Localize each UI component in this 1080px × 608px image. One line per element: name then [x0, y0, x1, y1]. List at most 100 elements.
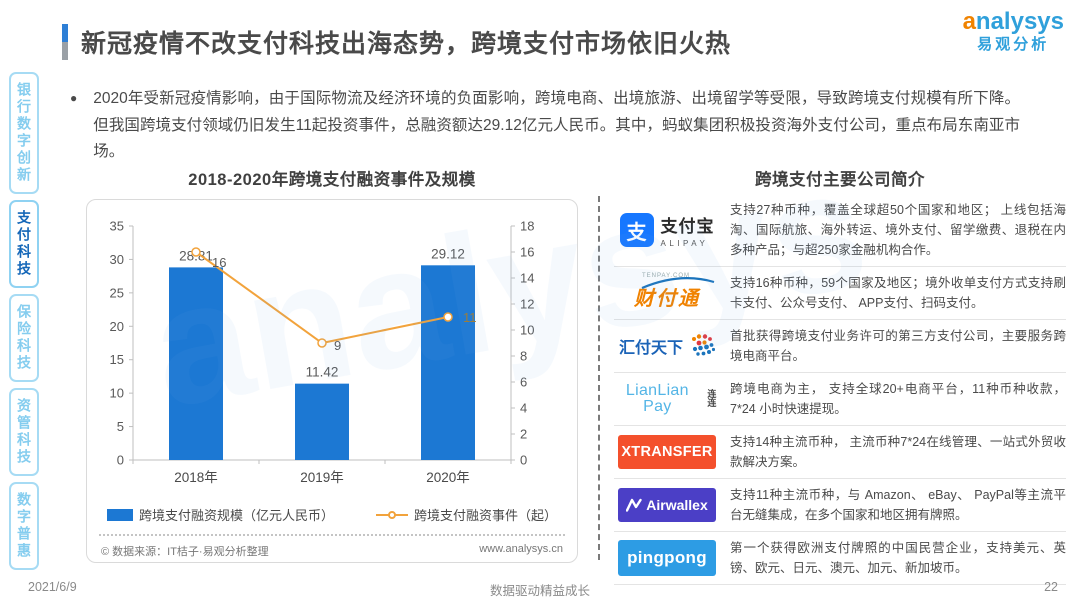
company-row-xtransfer: XTRANSFER 支持14种主流币种， 主流币种7*24在线管理、一站式外贸收…: [614, 426, 1066, 479]
analysys-logo-a: a: [962, 8, 976, 35]
chart-card: 0 5 10 15 20 25 30 35 0 2 4 6 8 10 12 14 16 18 2018年 2019年 2…: [86, 199, 578, 563]
company-row-pingpong: pingpong 第一个获得欧洲支付牌照的中国民营企业，支持美元、英镑、欧元、日…: [614, 532, 1066, 585]
legend-line-swatch: [376, 510, 408, 519]
svg-text:20: 20: [110, 319, 124, 334]
svg-text:2020年: 2020年: [426, 470, 470, 485]
lianlian-logo: LianLian Pay 连连: [614, 383, 720, 415]
alipay-en-text: ALIPAY: [660, 239, 709, 248]
svg-text:11: 11: [463, 310, 477, 325]
legend-bar-swatch: [106, 508, 133, 521]
company-row-alipay: 支 支付宝 ALIPAY 支持27种币种，覆盖全球超50个国家和地区； 上线包括…: [614, 194, 1066, 267]
analysys-logo-en: analysys: [963, 8, 1064, 36]
chart-source-row: © 数据来源：IT桔子·易观分析整理 www.analysys.cn: [87, 536, 577, 559]
footer-date: 2021/6/9: [28, 580, 77, 594]
tenpay-swoosh-icon: [641, 276, 715, 289]
footer-slogan: 数据驱动精益成长: [489, 584, 590, 598]
website-text: www.analysys.cn: [479, 543, 563, 555]
airwallex-mark-icon: [626, 498, 642, 512]
companies-title: 跨境支付主要公司简介: [755, 171, 925, 189]
chart-title: 2018-2020年跨境支付融资事件及规模: [188, 171, 476, 189]
page-title: 新冠疫情不改支付科技出海态势，跨境支付市场依旧火热: [81, 30, 732, 58]
alipay-icon: 支: [619, 213, 654, 247]
huifu-pinwheel-icon: [692, 334, 715, 356]
svg-text:9: 9: [334, 338, 341, 353]
company-desc-xtransfer: 支持14种主流币种， 主流币种7*24在线管理、一站式外贸收款解决方案。: [730, 435, 1066, 469]
chart-section: 2018-2020年跨境支付融资事件及规模 0 5 10 15 20 25 30 35 0 2 4 6…: [86, 166, 578, 563]
svg-text:8: 8: [520, 349, 527, 364]
svg-text:15: 15: [110, 352, 124, 367]
huifu-text: 汇付天下: [618, 340, 683, 357]
legend-item-line: 跨境支付融资事件（起）: [376, 505, 557, 524]
svg-text:18: 18: [520, 219, 534, 234]
tenpay-logo: TENPAY.COM 财付通: [614, 272, 720, 311]
xtransfer-text: XTRANSFER: [618, 435, 716, 469]
title-accent-bar: [62, 24, 68, 60]
footer-page-number: 22: [1044, 580, 1058, 594]
sidebar-item-digital-inclusion[interactable]: 数字普惠: [9, 482, 39, 570]
pingpong-text: pingpong: [618, 540, 716, 576]
company-desc-lianlian: 跨境电商为主， 支持全球20+电商平台，11种币种收款，7*24 小时快速提现。: [730, 382, 1066, 416]
svg-text:10: 10: [110, 386, 124, 401]
legend-bar-label: 跨境支付融资规模（亿元人民币）: [138, 508, 334, 523]
svg-text:16: 16: [212, 255, 226, 270]
company-desc-huifu: 首批获得跨境支付业务许可的第三方支付公司，主要服务跨境电商平台。: [730, 329, 1066, 363]
sidebar-item-payment-tech[interactable]: 支付科技: [9, 200, 39, 288]
analysys-logo-cn: 易观分析: [977, 35, 1050, 53]
company-desc-airwallex: 支持11种主流币种，与 Amazon、 eBay、 PayPal等主流平台无缝集…: [730, 488, 1066, 522]
companies-section: 跨境支付主要公司简介 支 支付宝 ALIPAY 支持27种币种，覆盖全球超50个…: [614, 166, 1066, 585]
sidebar-item-asset-tech[interactable]: 资管科技: [9, 388, 39, 476]
legend-line-dot-icon: [388, 510, 396, 519]
tenpay-text: 财付通: [634, 287, 700, 310]
sidebar-item-insurance-tech[interactable]: 保险科技: [9, 294, 39, 382]
svg-text:10: 10: [520, 323, 534, 338]
sidebar: 银行数字创新 支付科技 保险科技 资管科技 数字普惠: [5, 72, 43, 570]
company-row-huifu: 汇付天下 首批获得跨境支付业务许可的第三方支付公司，主要服务跨境电商平台。: [614, 320, 1066, 373]
alipay-logo: 支 支付宝 ALIPAY: [614, 212, 720, 248]
svg-text:16: 16: [520, 245, 534, 260]
company-row-lianlian: LianLian Pay 连连 跨境电商为主， 支持全球20+电商平台，11种币种…: [614, 373, 1066, 426]
company-desc-alipay: 支持27种币种，覆盖全球超50个国家和地区； 上线包括海淘、国际航旅、海外转运、…: [730, 203, 1066, 257]
svg-text:30: 30: [110, 252, 124, 267]
airwallex-text: Airwallex: [646, 497, 708, 513]
company-row-airwallex: Airwallex 支持11种主流币种，与 Amazon、 eBay、 PayP…: [614, 479, 1066, 532]
svg-text:5: 5: [117, 419, 124, 434]
chart-card-separator: [99, 534, 565, 536]
lianlian-text: LianLian Pay: [625, 382, 689, 415]
svg-text:6: 6: [520, 375, 527, 390]
intro-text: 2020年受新冠疫情影响，由于国际物流及经济环境的负面影响，跨境电商、出境旅游、…: [93, 90, 1020, 161]
svg-text:0: 0: [117, 453, 124, 468]
svg-text:14: 14: [520, 271, 534, 286]
analysys-logo-rest: nalysys: [975, 8, 1064, 35]
header: 新冠疫情不改支付科技出海态势，跨境支付市场依旧火热: [62, 24, 731, 60]
sidebar-item-bank-digital[interactable]: 银行数字创新: [9, 72, 39, 194]
svg-text:35: 35: [110, 219, 124, 234]
data-source-text: © 数据来源：IT桔子·易观分析整理: [101, 546, 269, 558]
company-row-tenpay: TENPAY.COM 财付通 支持16种币种，59个国家及地区；境外收单支付方式…: [614, 267, 1066, 320]
xtransfer-logo: XTRANSFER: [614, 435, 720, 469]
huifu-logo: 汇付天下: [614, 333, 720, 359]
svg-text:4: 4: [520, 401, 527, 416]
airwallex-logo: Airwallex: [614, 488, 720, 522]
bullet-icon: ●: [70, 91, 78, 105]
vertical-dashed-divider: [598, 196, 600, 560]
chart-svg: 0 5 10 15 20 25 30 35 0 2 4 6 8 10 12 14 16 18 2018年 2019年 2…: [110, 219, 535, 486]
svg-text:0: 0: [520, 453, 527, 468]
lianlian-cn-text: 连连: [707, 389, 717, 408]
legend-line-label: 跨境支付融资事件（起）: [414, 508, 558, 523]
svg-text:29.12: 29.12: [431, 246, 465, 261]
svg-text:25: 25: [110, 285, 124, 300]
analysys-logo: analysys 易观分析: [963, 8, 1064, 53]
alipay-cn-text: 支付宝: [660, 217, 715, 236]
svg-text:2018年: 2018年: [174, 470, 218, 485]
company-desc-pingpong: 第一个获得欧洲支付牌照的中国民营企业，支持美元、英镑、欧元、日元、澳元、加元、新…: [730, 541, 1066, 575]
svg-text:12: 12: [520, 297, 534, 312]
legend-item-bar: 跨境支付融资规模（亿元人民币）: [106, 505, 334, 524]
svg-text:11.42: 11.42: [306, 365, 339, 380]
tenpay-domain-text: TENPAY.COM: [642, 272, 691, 279]
pingpong-logo: pingpong: [614, 540, 720, 576]
chart-legend: 跨境支付融资规模（亿元人民币） 跨境支付融资事件（起）: [87, 505, 577, 524]
svg-text:2019年: 2019年: [300, 470, 344, 485]
svg-text:2: 2: [520, 427, 527, 442]
company-desc-tenpay: 支持16种币种，59个国家及地区；境外收单支付方式支持刷卡支付、公众号支付、 A…: [730, 276, 1066, 310]
